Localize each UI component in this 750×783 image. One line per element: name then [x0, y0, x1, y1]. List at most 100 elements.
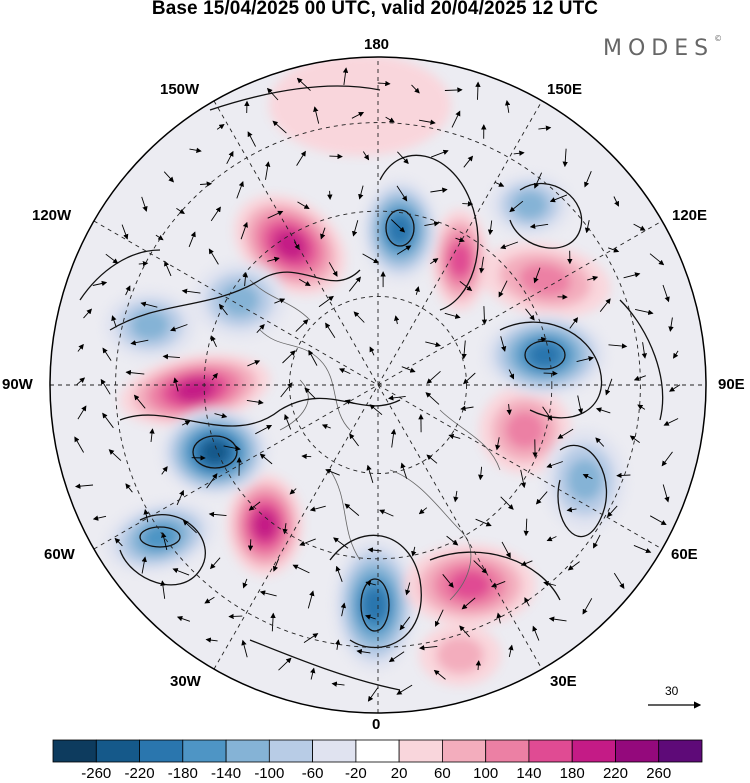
wind-vector — [304, 387, 316, 400]
wind-vector — [461, 340, 467, 360]
colorbar-tick-label: -100 — [254, 765, 285, 782]
wind-vector — [613, 196, 619, 207]
wind-vector — [479, 256, 485, 274]
wind-vector — [170, 324, 188, 332]
lon-label-30e: 30E — [550, 673, 577, 690]
wind-vector — [663, 418, 679, 426]
wind-vector — [508, 369, 515, 380]
wind-vector — [523, 518, 529, 537]
wind-vector — [308, 349, 318, 366]
wind-vector — [163, 171, 175, 183]
wind-vector — [396, 245, 412, 255]
wind-vector — [200, 181, 213, 187]
wind-vector — [491, 580, 506, 588]
wind-vector — [344, 503, 360, 516]
wind-vector — [662, 484, 670, 503]
wind-vector — [379, 509, 394, 517]
wind-vector — [537, 336, 547, 343]
wind-vector — [246, 399, 264, 405]
wind-vector — [475, 81, 481, 100]
wind-vector — [520, 469, 527, 489]
wind-vector — [75, 377, 86, 386]
wind-vector — [377, 80, 391, 87]
wind-vector — [524, 597, 530, 607]
wind-vector — [335, 565, 343, 582]
wind-vector — [141, 196, 148, 212]
anomaly-europe-high — [505, 411, 545, 449]
wind-vectors — [74, 67, 681, 702]
wind-vector — [495, 437, 501, 451]
wind-vector — [282, 350, 296, 364]
wind-vector — [255, 424, 273, 435]
wind-vector — [331, 681, 345, 687]
wind-vector — [500, 241, 519, 250]
wind-vector — [576, 356, 594, 363]
wind-vector — [411, 84, 420, 94]
wind-vector — [577, 395, 584, 415]
anomaly-canada-high — [449, 570, 491, 600]
wind-vector — [272, 558, 280, 572]
wind-vector — [102, 347, 112, 361]
wind-vector — [533, 267, 541, 284]
wind-vector — [176, 489, 185, 506]
lon-label-90w: 90W — [2, 376, 33, 393]
wind-vector — [309, 505, 326, 512]
wind-vector — [160, 580, 166, 599]
wind-vector — [188, 231, 196, 248]
wind-vector — [108, 449, 122, 461]
wind-vector — [162, 353, 180, 360]
wind-vector — [362, 151, 370, 161]
colorbar-tick-label: 220 — [602, 765, 628, 782]
wind-vector — [228, 613, 243, 620]
wind-vector — [567, 561, 580, 571]
height-contour — [119, 514, 206, 586]
wind-vector — [566, 507, 577, 513]
wind-vector — [210, 557, 221, 570]
wind-vector — [606, 505, 618, 518]
brand-name: MODES — [603, 36, 715, 61]
wind-vector — [266, 87, 279, 101]
wind-vector — [210, 335, 217, 347]
wind-vector — [662, 284, 670, 303]
wind-vector — [181, 288, 201, 294]
wind-vector — [367, 686, 379, 702]
wind-vector — [208, 511, 227, 518]
wind-vector — [133, 394, 146, 409]
wind-vector — [149, 428, 155, 442]
wind-vector — [205, 637, 218, 643]
wind-vector — [463, 372, 476, 385]
wind-vector — [599, 298, 611, 312]
wind-vector — [348, 276, 361, 292]
wind-vector — [548, 616, 567, 622]
wind-vector — [385, 116, 395, 123]
height-contours — [79, 85, 664, 691]
wind-vector — [525, 308, 535, 321]
wind-vector — [475, 518, 492, 527]
wind-vector — [297, 201, 310, 210]
wind-vector — [155, 234, 164, 241]
graticule — [50, 57, 706, 713]
wind-vector — [549, 194, 568, 203]
wind-vector — [399, 616, 411, 631]
wind-vector — [351, 111, 365, 119]
wind-vector — [369, 404, 383, 416]
wind-vector — [289, 488, 297, 495]
wind-vector — [292, 564, 310, 574]
height-contour — [109, 269, 361, 331]
wind-vector — [405, 582, 411, 596]
colorbar-tick-label: -60 — [301, 765, 324, 782]
wind-vector — [542, 406, 553, 421]
wind-vector — [430, 258, 439, 265]
wind-vector — [633, 544, 652, 554]
wind-vector — [506, 404, 512, 416]
wind-vector — [543, 580, 557, 587]
wind-vector — [270, 612, 276, 632]
meridian-line — [213, 100, 543, 670]
copyright-mark: © — [714, 34, 723, 43]
wind-vector — [365, 614, 376, 620]
wind-vector — [434, 609, 444, 627]
wind-vector — [459, 625, 470, 638]
wind-vector — [616, 472, 631, 479]
wind-vector — [388, 651, 405, 663]
wind-vector — [320, 227, 326, 240]
